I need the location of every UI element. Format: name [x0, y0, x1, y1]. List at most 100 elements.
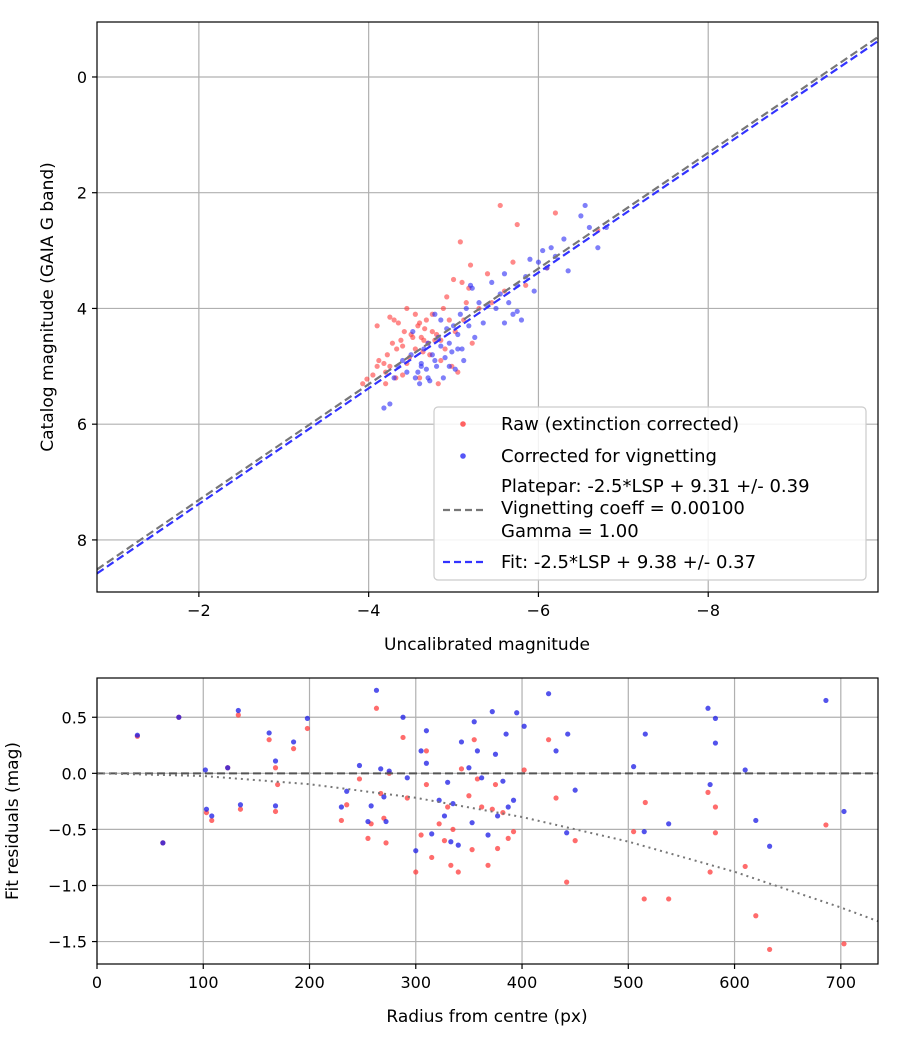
- point-corrected-for-vignetting: [501, 271, 508, 277]
- y-tick-label: 4: [77, 299, 87, 318]
- point-corrected-for-vignetting: [472, 334, 478, 340]
- legend-marker-raw: [460, 421, 466, 427]
- x-tick-label: 200: [294, 973, 325, 992]
- point-corrected-for-vignetting: [666, 821, 672, 827]
- point-raw-extinction-corrected: [712, 830, 719, 836]
- point-raw-extinction-corrected: [440, 305, 446, 312]
- point-raw-extinction-corrected: [438, 357, 444, 364]
- point-corrected-for-vignetting: [432, 311, 438, 317]
- point-raw-extinction-corrected: [360, 381, 366, 387]
- legend-label-platepar-line3: Gamma = 1.00: [501, 521, 639, 542]
- point-raw-extinction-corrected: [416, 375, 423, 381]
- point-corrected-for-vignetting: [510, 311, 516, 317]
- top-calibration-plot: −2 −4 −6 −8 0 2 4 6 8 Uncalibrated magnitude Cat…: [38, 21, 879, 655]
- point-raw-extinction-corrected: [235, 712, 241, 718]
- point-corrected-for-vignetting: [304, 715, 310, 721]
- point-corrected-for-vignetting: [272, 803, 279, 809]
- point-corrected-for-vignetting: [514, 710, 520, 716]
- point-corrected-for-vignetting: [448, 839, 454, 845]
- point-corrected-for-vignetting: [404, 369, 410, 375]
- point-raw-extinction-corrected: [410, 334, 416, 340]
- x-tick-label: 700: [826, 973, 857, 992]
- legend-label-platepar-line1: Platepar: -2.5*LSP + 9.31 +/- 0.39: [501, 476, 810, 497]
- point-raw-extinction-corrected: [344, 802, 350, 808]
- x-tick-label: −2: [187, 601, 211, 620]
- point-corrected-for-vignetting: [459, 346, 465, 352]
- point-corrected-for-vignetting: [373, 687, 380, 693]
- point-corrected-for-vignetting: [356, 762, 363, 769]
- point-corrected-for-vignetting: [290, 739, 297, 745]
- point-raw-extinction-corrected: [553, 795, 559, 801]
- point-raw-extinction-corrected: [457, 239, 463, 245]
- legend-label-platepar-line2: Vignetting coeff = 0.00100: [501, 498, 745, 519]
- point-corrected-for-vignetting: [561, 236, 567, 242]
- point-corrected-for-vignetting: [485, 832, 491, 838]
- series-clip-group: [97, 36, 878, 575]
- point-raw-extinction-corrected: [398, 337, 404, 343]
- bottom-series-layer: [97, 687, 878, 953]
- point-raw-extinction-corrected: [374, 363, 380, 369]
- point-corrected-for-vignetting: [404, 775, 410, 781]
- point-corrected-for-vignetting: [455, 346, 461, 352]
- point-raw-extinction-corrected: [545, 737, 552, 743]
- point-corrected-for-vignetting: [505, 804, 511, 810]
- x-tick-label: 400: [507, 973, 538, 992]
- y-tick-label: 6: [77, 415, 87, 434]
- x-tick-label: −4: [357, 601, 381, 620]
- point-raw-extinction-corrected: [429, 854, 435, 861]
- point-raw-extinction-corrected: [523, 282, 529, 288]
- point-corrected-for-vignetting: [767, 843, 773, 849]
- point-raw-extinction-corrected: [510, 829, 517, 835]
- y-tick-label: −0.5: [48, 820, 87, 839]
- point-corrected-for-vignetting: [595, 245, 601, 251]
- point-raw-extinction-corrected: [448, 862, 454, 868]
- point-raw-extinction-corrected: [642, 799, 648, 806]
- point-raw-extinction-corrected: [742, 863, 748, 870]
- point-corrected-for-vignetting: [429, 352, 435, 358]
- point-corrected-for-vignetting: [423, 728, 430, 734]
- point-raw-extinction-corrected: [753, 913, 759, 919]
- point-corrected-for-vignetting: [501, 320, 508, 326]
- point-raw-extinction-corrected: [387, 314, 393, 320]
- point-corrected-for-vignetting: [521, 723, 527, 729]
- point-corrected-for-vignetting: [433, 363, 440, 369]
- point-raw-extinction-corrected: [387, 363, 393, 369]
- point-raw-extinction-corrected: [381, 360, 387, 367]
- point-corrected-for-vignetting: [368, 803, 374, 809]
- bottom-x-axis-label: Radius from centre (px): [386, 1007, 587, 1027]
- point-corrected-for-vignetting: [582, 202, 588, 209]
- point-corrected-for-vignetting: [527, 256, 533, 262]
- point-corrected-for-vignetting: [469, 820, 475, 826]
- point-raw-extinction-corrected: [564, 879, 570, 885]
- point-raw-extinction-corrected: [389, 340, 396, 346]
- point-corrected-for-vignetting: [423, 366, 429, 372]
- point-corrected-for-vignetting: [418, 363, 424, 369]
- point-raw-extinction-corrected: [514, 221, 520, 228]
- point-raw-extinction-corrected: [304, 725, 310, 732]
- point-corrected-for-vignetting: [344, 788, 350, 794]
- point-raw-extinction-corrected: [422, 326, 428, 332]
- bottom-ticks: 0 100 200 300 400 500 600 700 0.5 0.0 −0.5 −1.0 −1.5: [48, 708, 856, 992]
- point-corrected-for-vignetting: [545, 691, 552, 697]
- bottom-plot-frame: [96, 677, 879, 965]
- top-ticks: −2 −4 −6 −8 0 2 4 6 8: [77, 68, 720, 620]
- point-corrected-for-vignetting: [712, 715, 719, 721]
- point-raw-extinction-corrected: [209, 817, 215, 824]
- point-raw-extinction-corrected: [266, 737, 272, 743]
- point-raw-extinction-corrected: [356, 776, 363, 782]
- point-raw-extinction-corrected: [364, 376, 370, 382]
- point-corrected-for-vignetting: [429, 831, 435, 837]
- point-raw-extinction-corrected: [510, 259, 516, 265]
- point-corrected-for-vignetting: [266, 730, 272, 736]
- point-raw-extinction-corrected: [823, 822, 829, 828]
- point-raw-extinction-corrected: [450, 826, 456, 833]
- point-corrected-for-vignetting: [413, 848, 419, 854]
- point-raw-extinction-corrected: [383, 840, 389, 846]
- point-corrected-for-vignetting: [471, 719, 477, 725]
- point-raw-extinction-corrected: [445, 804, 451, 810]
- point-corrected-for-vignetting: [503, 731, 509, 737]
- bottom-residuals-plot: 0 100 200 300 400 500 600 700 0.5 0.0 −0.5 −1.0 −1.5…: [3, 677, 879, 1027]
- legend-marker-corrected: [460, 453, 466, 459]
- point-corrected-for-vignetting: [387, 401, 393, 407]
- point-raw-extinction-corrected: [450, 276, 457, 283]
